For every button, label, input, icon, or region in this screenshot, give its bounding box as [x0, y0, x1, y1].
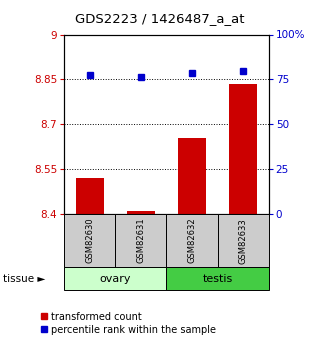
Bar	[166, 267, 269, 290]
Legend: transformed count, percentile rank within the sample: transformed count, percentile rank withi…	[37, 308, 220, 338]
Bar	[229, 84, 257, 214]
Text: GSM82632: GSM82632	[188, 218, 196, 264]
Bar	[178, 138, 206, 214]
Bar	[115, 214, 166, 267]
Text: testis: testis	[203, 274, 233, 284]
Text: tissue ►: tissue ►	[3, 274, 45, 284]
Bar	[166, 214, 218, 267]
Bar	[218, 214, 269, 267]
Bar	[127, 211, 155, 214]
Text: GDS2223 / 1426487_a_at: GDS2223 / 1426487_a_at	[75, 12, 245, 25]
Bar	[76, 178, 104, 214]
Text: GSM82630: GSM82630	[85, 218, 94, 264]
Text: GSM82631: GSM82631	[136, 218, 145, 264]
Bar	[64, 214, 115, 267]
Bar	[64, 267, 166, 290]
Text: ovary: ovary	[100, 274, 131, 284]
Text: GSM82633: GSM82633	[239, 218, 248, 264]
